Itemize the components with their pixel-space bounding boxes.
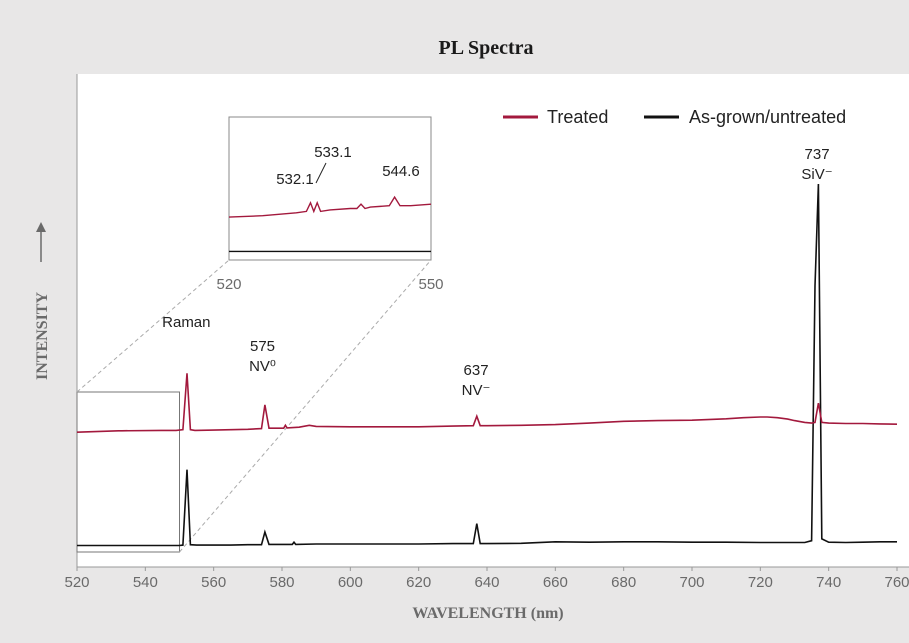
x-tick-label: 620 [406,574,431,591]
inset-x-tick-label: 550 [418,276,443,293]
inset-label-533-1: 533.1 [314,144,352,161]
series-line-as-grown-untreated [77,183,897,547]
x-tick-label: 740 [816,574,841,591]
inset-label-532-1: 532.1 [276,171,314,188]
y-axis-arrow-icon [36,222,46,232]
inset-label-leader [315,162,327,184]
annotation-637: 637 [464,362,489,379]
x-tick-label: 580 [269,574,294,591]
x-axis-ticks: 520 540 560 580 600 620 640 660 680 700 720 740 760 [64,567,909,591]
zoom-source-box [76,391,180,553]
x-tick-label: 560 [201,574,226,591]
legend-label-untreated: As-grown/untreated [689,107,846,127]
x-axis-title: WAVELENGTH (nm) [412,605,563,622]
annotation-raman: Raman [162,314,210,331]
zoom-connector-right [179,259,432,553]
annotation-nv-minus: NV⁻ [462,382,491,399]
x-tick-label: 760 [884,574,909,591]
x-tick-label: 540 [133,574,158,591]
x-tick-label: 640 [474,574,499,591]
x-tick-label: 720 [748,574,773,591]
y-axis-title: INTENSITY [34,292,51,380]
x-tick-label: 700 [679,574,704,591]
zoom-connector-left [76,259,230,393]
x-tick-label: 660 [543,574,568,591]
plot-area [77,74,909,567]
inset-frame [228,116,432,261]
annotation-575: 575 [250,338,275,355]
x-tick-label: 600 [338,574,363,591]
x-tick-label: 520 [64,574,89,591]
annotation-737: 737 [805,146,830,163]
inset-x-tick-label: 520 [216,276,241,293]
inset-zoom-panel: 532.1 533.1 544.6 520 550 [216,116,444,293]
legend-label-treated: Treated [547,107,608,127]
series-line-treated [76,373,898,433]
inset-x-ticks: 520 550 [216,276,443,293]
chart-title: PL Spectra [439,37,534,59]
inset-series-treated [228,195,432,218]
inset-label-544-6: 544.6 [382,163,420,180]
x-tick-label: 680 [611,574,636,591]
y-axis-title-group: INTENSITY [34,222,51,380]
annotation-siv-minus: SiV⁻ [801,166,832,183]
annotation-nv0: NV⁰ [249,358,276,375]
legend: Treated As-grown/untreated [503,107,846,127]
